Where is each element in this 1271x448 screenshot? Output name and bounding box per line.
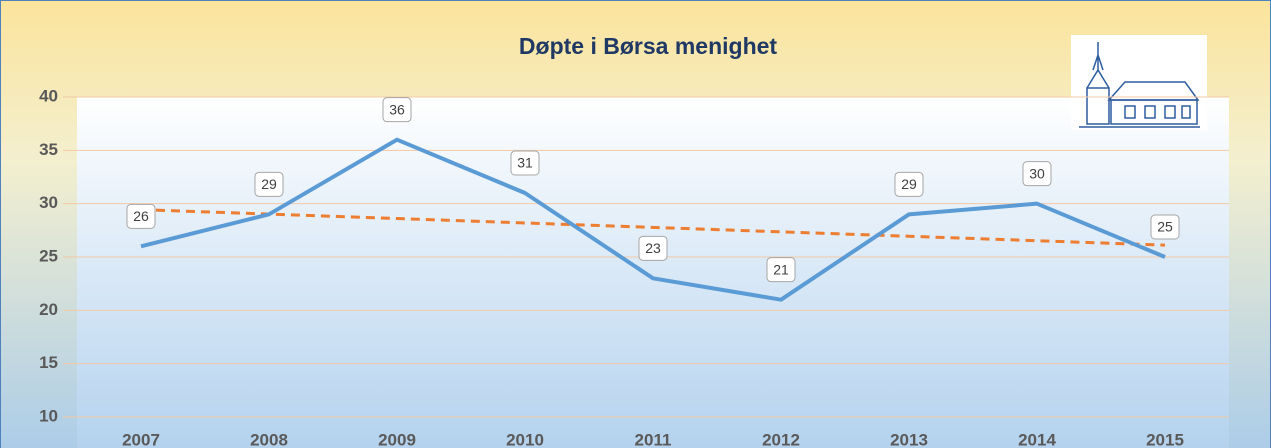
data-label: 25 [1157, 219, 1173, 235]
x-tick-label: 2008 [250, 430, 288, 448]
y-tick-label: 10 [39, 406, 58, 425]
data-label: 31 [517, 155, 533, 171]
chart: Døpte i Børsa menighet 10 15 20 25 30 35 40 200… [0, 0, 1271, 448]
data-label: 29 [901, 176, 917, 192]
x-tick-label: 2012 [762, 430, 800, 448]
x-tick-label: 2011 [635, 430, 672, 448]
plot-area [77, 97, 1229, 448]
y-tick-label: 25 [39, 246, 58, 265]
y-tick-label: 15 [39, 353, 58, 372]
data-label: 23 [645, 240, 661, 256]
y-tick-label: 40 [39, 86, 58, 105]
data-label: 30 [1029, 165, 1045, 181]
x-tick-label: 2007 [122, 430, 160, 448]
y-tick-label: 30 [39, 193, 58, 212]
chart-title: Døpte i Børsa menighet [519, 33, 777, 59]
data-label: 29 [261, 176, 277, 192]
data-label: 36 [389, 101, 405, 117]
data-label: 26 [133, 208, 149, 224]
x-tick-label: 2010 [506, 430, 544, 448]
data-label: 21 [773, 261, 789, 277]
x-tick-label: 2013 [890, 430, 928, 448]
x-tick-label: 2015 [1146, 430, 1184, 448]
x-tick-label: 2014 [1018, 430, 1056, 448]
y-tick-label: 20 [39, 300, 58, 319]
church-logo [1071, 35, 1207, 130]
y-tick-label: 35 [39, 140, 58, 159]
x-tick-label: 2009 [378, 430, 416, 448]
